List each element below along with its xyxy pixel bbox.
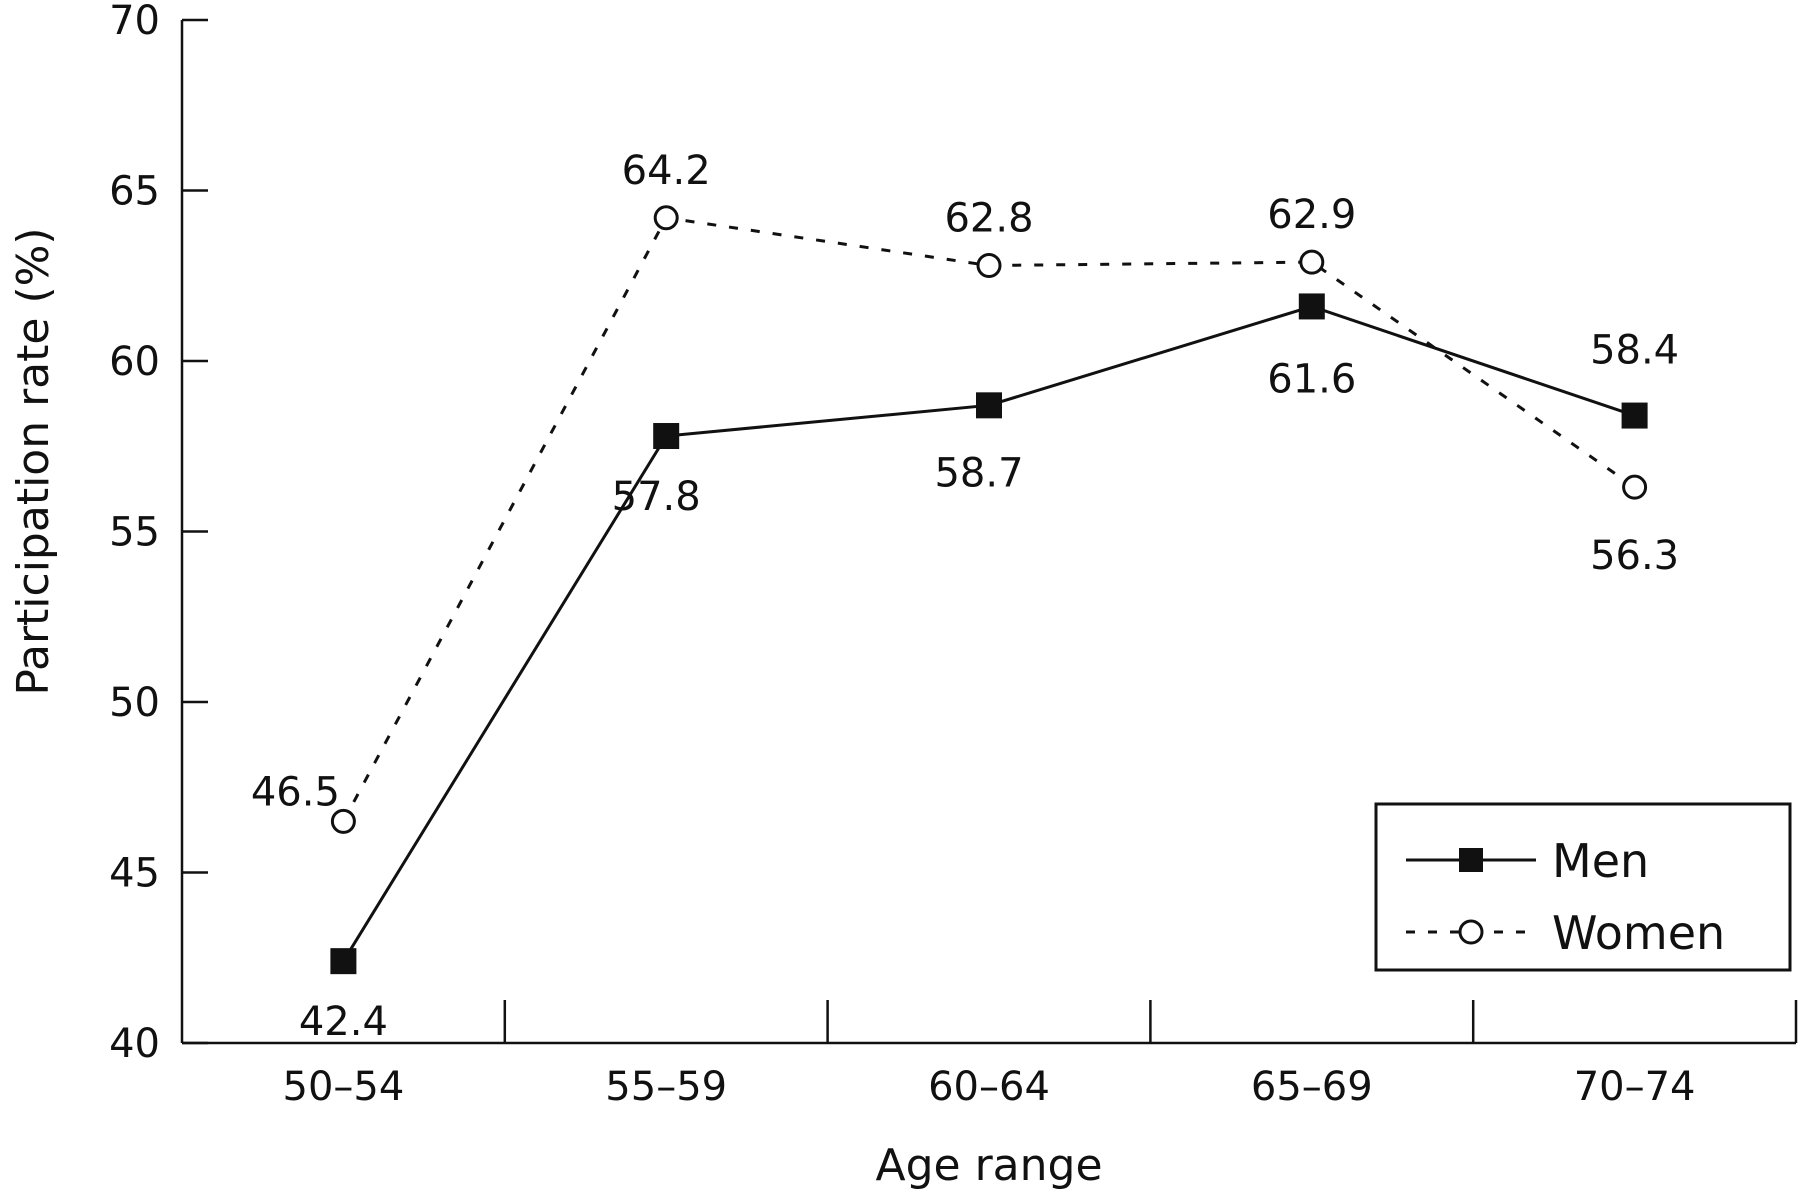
- series-layer: [330, 205, 1648, 975]
- marker-women: [330, 808, 356, 834]
- y-tick-label: 70: [109, 0, 160, 44]
- y-axis-title: Participation rate (%): [8, 227, 59, 695]
- marker-men: [1621, 402, 1648, 429]
- marker-men: [1298, 293, 1325, 320]
- data-label-women: 62.8: [944, 196, 1033, 242]
- x-axis-title: Age range: [875, 1140, 1102, 1191]
- legend-label-men: Men: [1552, 834, 1649, 888]
- data-label-men: 58.4: [1590, 328, 1679, 374]
- y-tick-label: 55: [109, 510, 160, 556]
- data-label-women: 56.3: [1590, 533, 1679, 579]
- legend: Men Women: [1374, 802, 1792, 972]
- y-tick-label: 40: [109, 1021, 160, 1067]
- data-labels: 42.4 57.8 58.7 61.6 58.4 46.5 64.2 62.8 62.9 56.3: [251, 148, 1679, 1045]
- y-tick-label: 60: [109, 339, 160, 385]
- data-label-women: 62.9: [1267, 192, 1356, 238]
- x-tick-label: 70–74: [1574, 1064, 1696, 1110]
- x-tick-label: 60–64: [928, 1064, 1050, 1110]
- legend-marker-women: [1458, 919, 1484, 945]
- x-tick-label: 55–59: [605, 1064, 727, 1110]
- data-label-women: 64.2: [622, 148, 711, 194]
- y-tick-label: 45: [109, 851, 160, 897]
- legend-items: Men Women: [1406, 834, 1725, 960]
- marker-women: [1299, 249, 1325, 275]
- marker-women: [1622, 474, 1648, 500]
- axes: 40 45 50 55 60 65 70 50–54 55–59 60–64 65–69 70–74: [109, 0, 1798, 1110]
- x-tick-label: 65–69: [1251, 1064, 1373, 1110]
- marker-women: [653, 205, 679, 231]
- data-label-women: 46.5: [251, 769, 340, 815]
- legend-box: [1374, 802, 1792, 972]
- data-label-men: 57.8: [612, 474, 701, 520]
- marker-men: [653, 423, 680, 450]
- y-tick-label: 50: [109, 680, 160, 726]
- marker-men: [976, 392, 1002, 419]
- series-line-women: [342, 216, 1636, 823]
- marker-men: [330, 948, 357, 975]
- y-tick-label: 65: [109, 169, 160, 215]
- x-tick-label: 50–54: [283, 1064, 405, 1110]
- legend-label-women: Women: [1552, 906, 1725, 960]
- data-label-men: 58.7: [934, 450, 1023, 496]
- legend-marker-men: [1459, 848, 1483, 872]
- data-label-men: 61.6: [1267, 356, 1356, 402]
- data-label-men: 42.4: [299, 999, 388, 1045]
- marker-women: [976, 253, 1002, 279]
